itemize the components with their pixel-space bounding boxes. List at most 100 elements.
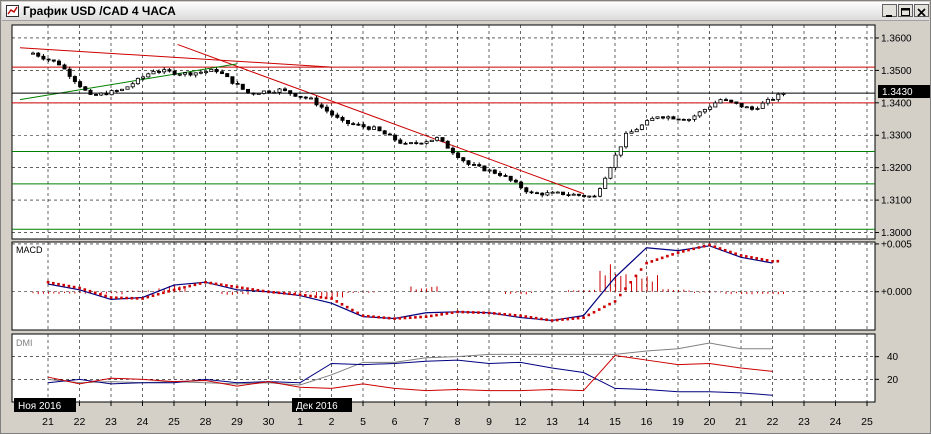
- macd-signal-point: [104, 294, 107, 298]
- macd-signal-point: [750, 256, 753, 259]
- candle-body: [645, 120, 650, 126]
- candle-body: [371, 126, 376, 130]
- candle-body: [393, 134, 398, 141]
- candle-body: [587, 195, 592, 198]
- candle-body: [571, 193, 576, 196]
- minimize-button[interactable]: [882, 4, 897, 17]
- time-tick-label: 30: [263, 416, 275, 428]
- maximize-button[interactable]: [898, 4, 913, 17]
- candle-body: [471, 164, 476, 166]
- time-tick-label: 2: [329, 416, 335, 428]
- candle-body: [272, 91, 277, 94]
- candle-body: [608, 167, 613, 179]
- candle-body: [524, 187, 529, 193]
- candle-body: [240, 83, 245, 90]
- candle-body: [351, 123, 356, 125]
- macd-signal-point: [367, 314, 370, 318]
- title-bar[interactable]: График USD /CAD 4 ЧАСА: [2, 2, 929, 21]
- macd-signal-point: [382, 316, 386, 319]
- candle-body: [214, 68, 219, 73]
- candle-body: [277, 88, 282, 93]
- price-panel[interactable]: 1.3600 1.3500 1.3400 1.3300 1.3200 1.3100 1.30…: [11, 24, 930, 240]
- candle-body: [308, 97, 313, 100]
- candle-body: [209, 68, 214, 72]
- time-tick-label: 19: [672, 416, 684, 428]
- minimize-icon: [886, 15, 892, 17]
- chart-area[interactable]: 1.3600 1.3500 1.3400 1.3300 1.3200 1.3100 1.30…: [1, 21, 930, 433]
- macd-signal-point: [241, 286, 244, 290]
- candle-body: [30, 52, 35, 55]
- macd-signal-point: [403, 316, 407, 320]
- macd-signal-point: [52, 281, 55, 285]
- macd-signal-point: [534, 316, 538, 320]
- candle-body: [245, 88, 250, 94]
- candle-body: [230, 76, 235, 84]
- candle-body: [681, 118, 686, 121]
- candle-body: [156, 71, 161, 73]
- macd-signal-point: [466, 310, 470, 314]
- macd-signal-point: [419, 315, 422, 319]
- macd-signal-point: [335, 300, 339, 303]
- time-tick-label: 16: [641, 416, 653, 428]
- macd-signal-point: [361, 314, 365, 318]
- macd-signal-point: [46, 280, 50, 284]
- time-tick-label: 12: [515, 416, 527, 428]
- candle-body: [298, 95, 303, 98]
- close-button[interactable]: [914, 4, 929, 17]
- window-title: График USD /CAD 4 ЧАСА: [23, 4, 176, 18]
- candle-body: [62, 64, 67, 70]
- macd-signal-point: [235, 285, 239, 289]
- macd-signal-point: [309, 294, 312, 298]
- macd-panel[interactable]: +0.005 +0.000 MACD: [11, 239, 912, 331]
- macd-signal-point: [587, 313, 591, 317]
- candle-body: [666, 116, 671, 119]
- macd-signal-point: [619, 293, 622, 297]
- candle-body: [776, 93, 781, 100]
- candle-body: [130, 83, 135, 88]
- macd-signal-point: [351, 308, 354, 312]
- macd-signal-point: [697, 246, 701, 249]
- candle-body: [661, 116, 666, 119]
- dmi-panel[interactable]: 40 20 DMI: [11, 333, 899, 403]
- candle-body: [576, 193, 581, 196]
- candle-body: [487, 169, 492, 172]
- month-label-dec: Дек 2016: [292, 398, 352, 412]
- macd-signal-point: [771, 259, 774, 263]
- macd-signal-point: [424, 315, 428, 319]
- trendline: [177, 43, 584, 195]
- candle-body: [650, 117, 655, 121]
- time-tick-label: 9: [486, 416, 492, 428]
- candle-body: [99, 92, 104, 96]
- macd-signal-point: [440, 313, 443, 316]
- macd-signal-point: [456, 310, 459, 314]
- price-levels: [12, 43, 875, 230]
- candle-body: [330, 110, 335, 116]
- macd-signal-point: [729, 250, 732, 254]
- macd-signal-point: [246, 287, 249, 290]
- candle-body: [377, 126, 382, 132]
- candle-body: [750, 106, 755, 110]
- month-label-dec-text: Дек 2016: [296, 401, 338, 412]
- macd-signal-point: [204, 280, 207, 284]
- macd-signal-point: [634, 274, 638, 278]
- time-tick-label: 28: [200, 416, 212, 428]
- macd-signal-point: [513, 313, 517, 317]
- macd-signal-point: [597, 308, 601, 311]
- candle-body: [702, 109, 707, 113]
- candle-body: [104, 92, 109, 96]
- time-tick-label: 22: [767, 416, 779, 428]
- candle-body: [57, 60, 62, 66]
- candle-body: [456, 152, 461, 159]
- macd-signal-point: [682, 250, 685, 253]
- macd-signal-point: [109, 296, 113, 299]
- candle-body: [387, 133, 392, 136]
- dmi-plus-di-line: [47, 359, 773, 396]
- candle-body: [545, 192, 550, 196]
- macd-label: MACD: [16, 245, 43, 255]
- macd-signal-point: [387, 316, 391, 320]
- candle-body: [172, 70, 177, 75]
- close-icon: [917, 8, 926, 17]
- macd-signal-point: [230, 284, 233, 288]
- candle-body: [513, 179, 518, 183]
- macd-signal-point: [718, 247, 722, 250]
